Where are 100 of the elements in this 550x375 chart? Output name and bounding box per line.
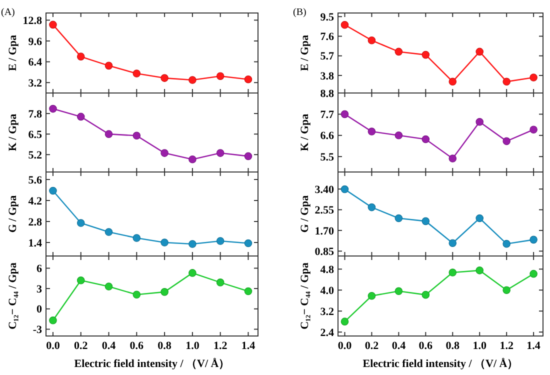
y-tick-label: 6.6 (320, 130, 334, 142)
point (448, 268, 457, 276)
y-tick-label: -3 (32, 324, 42, 336)
point (476, 118, 484, 126)
point (394, 287, 403, 296)
point (216, 278, 224, 286)
y-tick-label: 3.2 (320, 306, 334, 318)
y-tick-label: 5.7 (320, 50, 334, 63)
y-axis-title: C₁₂− C₄₄ / Gpa (7, 262, 19, 330)
x-tick-label: 1.2 (213, 340, 228, 352)
point (76, 112, 85, 121)
point (340, 110, 349, 118)
y-tick-label: 5.5 (320, 151, 334, 164)
point (244, 287, 252, 296)
x-tick-label: 1.0 (472, 340, 487, 352)
y-tick-label: 4.8 (320, 264, 334, 276)
point (49, 316, 57, 324)
point (76, 276, 85, 284)
point (530, 126, 538, 134)
y-tick-label: 4.2 (28, 195, 42, 208)
point (340, 318, 349, 326)
point (160, 149, 168, 157)
y-tick-label: 3.2 (28, 77, 42, 90)
point (49, 20, 57, 29)
y-tick-label: 6.5 (28, 128, 42, 141)
point (476, 48, 484, 56)
y-tick-label: 5.6 (28, 174, 42, 186)
point (422, 290, 430, 299)
y-tick-label: 8.8 (320, 88, 334, 100)
x-tick-label: 0.6 (418, 340, 434, 352)
y-tick-label: 6.4 (28, 56, 42, 69)
y-tick-label: 1.70 (314, 225, 334, 238)
point (448, 78, 457, 86)
point (368, 36, 376, 44)
y-tick-label: 3.40 (314, 184, 334, 196)
x-tick-label: 1.0 (186, 340, 200, 352)
point (422, 217, 430, 226)
point (422, 135, 430, 144)
x-tick-label: 0.4 (102, 340, 116, 352)
point (502, 286, 510, 294)
point (476, 214, 484, 222)
point (76, 52, 85, 60)
point (340, 185, 349, 194)
y-tick-label: 4.0 (320, 284, 334, 297)
x-axis-title: Electric field intensity / （V/ Å） (362, 357, 518, 370)
y-tick-label: 2.55 (314, 204, 334, 217)
point (216, 237, 224, 245)
point (132, 290, 141, 299)
x-tick-label: 0.2 (74, 340, 88, 352)
y-tick-label: 5.2 (28, 149, 42, 162)
point (132, 234, 141, 242)
y-axis-title: G / Gpa (7, 194, 19, 233)
y-tick-label: 3.8 (320, 70, 334, 82)
point (502, 78, 510, 86)
y-tick-label: 1.4 (28, 237, 42, 250)
x-tick-label: 0.8 (446, 340, 460, 352)
point (104, 130, 113, 138)
x-tick-label: 0.6 (130, 340, 144, 352)
point (188, 76, 196, 84)
y-tick-label: 12.8 (22, 15, 42, 28)
point (530, 236, 538, 244)
point (368, 128, 376, 136)
point (132, 70, 141, 78)
y-axis-title: K / Gpa (7, 113, 19, 152)
y-axis-title: E / Gpa (299, 34, 311, 72)
y-tick-label: 0.85 (314, 246, 334, 258)
x-tick-label: 0.8 (158, 340, 172, 352)
y-tick-label: 7.8 (28, 108, 42, 120)
point (188, 269, 196, 277)
point (422, 50, 430, 59)
x-tick-label: 1.4 (526, 340, 541, 352)
y-axis-title: E / Gpa (7, 34, 19, 72)
x-tick-label: 0.0 (338, 340, 352, 352)
point (132, 132, 141, 140)
y-tick-label: 2.4 (320, 326, 334, 339)
x-tick-label: 1.2 (500, 340, 514, 352)
x-tick-label: 0.4 (392, 340, 406, 352)
point (49, 104, 57, 113)
point (530, 74, 538, 82)
point (216, 72, 224, 80)
point (394, 48, 403, 56)
y-tick-label: 6 (36, 263, 42, 276)
point (244, 75, 252, 84)
x-tick-label: 0.2 (364, 340, 380, 352)
point (104, 282, 113, 290)
x-axis-title: Electric field intensity / （V/ Å） (74, 357, 230, 370)
point (448, 154, 457, 162)
point (502, 137, 510, 146)
point (368, 292, 376, 300)
point (76, 219, 85, 227)
point (160, 238, 168, 246)
y-tick-label: 9.6 (28, 36, 42, 48)
point (188, 155, 196, 164)
y-tick-label: 9.5 (320, 11, 334, 24)
point (394, 214, 403, 222)
x-tick-label: 0.0 (46, 340, 60, 352)
y-tick-label: 3 (36, 283, 42, 296)
point (502, 240, 510, 248)
point (160, 288, 168, 296)
point (216, 149, 224, 157)
